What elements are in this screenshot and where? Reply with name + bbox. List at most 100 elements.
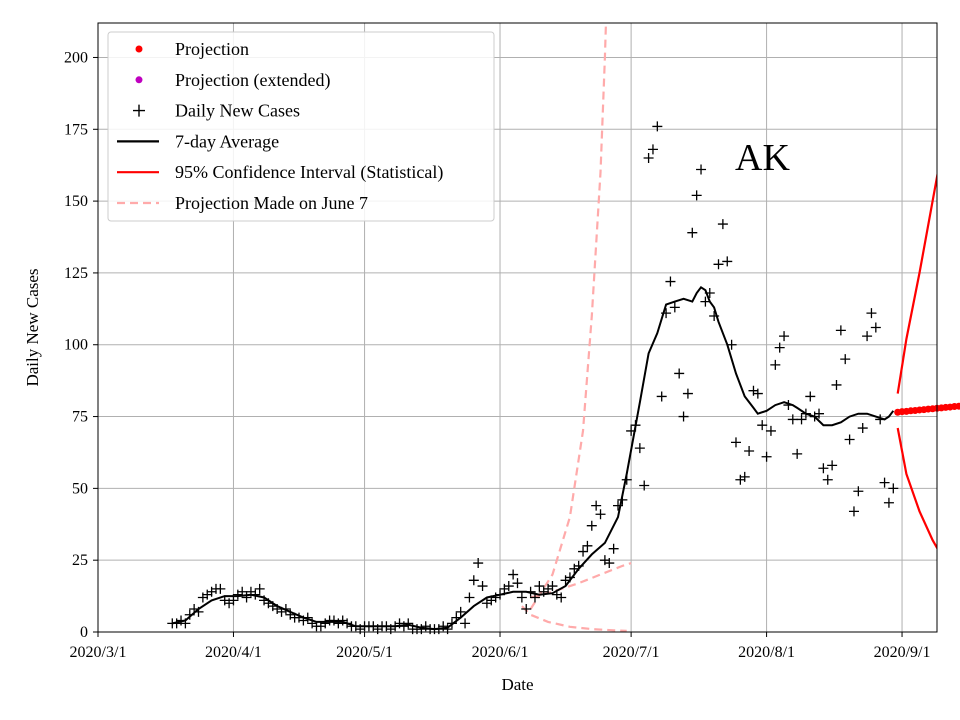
legend-projection-label: Projection <box>175 39 249 59</box>
daily-case-point <box>853 486 864 497</box>
x-tick-label: 2020/3/1 <box>70 644 127 661</box>
daily-case-point <box>556 592 567 603</box>
daily-case-point <box>582 540 593 551</box>
daily-case-point <box>455 606 466 617</box>
daily-case-point <box>726 339 737 350</box>
y-tick-label: 175 <box>64 121 88 138</box>
daily-case-point <box>451 612 462 623</box>
y-tick-label: 0 <box>80 624 88 641</box>
y-tick-label: 25 <box>72 552 88 569</box>
daily-case-point <box>744 446 755 457</box>
ci-upper-line <box>896 170 937 394</box>
daily-case-point <box>237 586 248 597</box>
daily-case-point <box>844 434 855 445</box>
projection-layer <box>894 402 960 416</box>
daily-case-point <box>512 578 523 589</box>
daily-case-point <box>578 546 589 557</box>
daily-case-point <box>862 331 873 342</box>
legend-daily-label: Daily New Cases <box>175 101 300 121</box>
daily-case-point <box>647 144 658 155</box>
daily-case-point <box>652 121 663 132</box>
daily-case-point <box>875 414 886 425</box>
daily-case-point <box>835 325 846 336</box>
daily-case-point <box>883 497 894 508</box>
plot-frame <box>97 22 938 633</box>
y-tick-label: 125 <box>64 265 88 282</box>
daily-case-point <box>730 437 741 448</box>
daily-case-point <box>564 572 575 583</box>
daily-case-point <box>691 190 702 201</box>
june7-lower-line <box>521 605 627 632</box>
daily-case-point <box>634 443 645 454</box>
daily-case-point <box>595 509 606 520</box>
daily-case-point <box>700 296 711 307</box>
daily-case-point <box>547 581 558 592</box>
daily-case-point <box>687 227 698 238</box>
daily-case-point <box>800 408 811 419</box>
daily-case-point <box>280 604 291 615</box>
y-tick-label: 75 <box>72 409 88 426</box>
daily-case-point <box>665 276 676 287</box>
daily-case-point <box>818 463 829 474</box>
seven-day-average-line <box>172 285 895 631</box>
daily-case-point <box>682 388 693 399</box>
x-tick-label: 2020/6/1 <box>472 644 529 661</box>
seven-day-average-layer <box>172 285 895 631</box>
x-tick-label: 2020/8/1 <box>738 644 795 661</box>
daily-case-point <box>888 483 899 494</box>
x-axis-label: Date <box>501 675 533 694</box>
daily-case-point <box>626 425 637 436</box>
y-tick-label: 100 <box>64 337 88 354</box>
x-tick-label: 2020/4/1 <box>205 644 262 661</box>
daily-case-point <box>765 425 776 436</box>
daily-case-point <box>857 423 868 434</box>
daily-case-point <box>508 569 519 580</box>
daily-case-point <box>477 581 488 592</box>
daily-case-point <box>180 618 191 629</box>
daily-case-point <box>796 414 807 425</box>
daily-case-point <box>814 408 825 419</box>
daily-cases-layer <box>167 121 899 635</box>
daily-case-point <box>822 474 833 485</box>
y-axis-ticks: 0 25 50 75 100 125 150 175 200 <box>64 49 98 641</box>
projection-point <box>955 402 960 410</box>
x-tick-label: 2020/5/1 <box>336 644 393 661</box>
daily-case-point <box>704 288 715 299</box>
daily-case-point <box>193 606 204 617</box>
daily-case-point <box>717 219 728 230</box>
legend-projection_ext-label: Projection (extended) <box>175 70 330 91</box>
daily-case-point <box>787 414 798 425</box>
daily-case-point <box>241 592 252 603</box>
daily-case-point <box>840 354 851 365</box>
daily-case-point <box>525 586 536 597</box>
june7-projection-layer <box>521 23 632 632</box>
daily-case-point <box>302 612 313 623</box>
daily-case-point <box>639 480 650 491</box>
daily-case-point <box>866 308 877 319</box>
y-tick-label: 150 <box>64 193 88 210</box>
daily-case-point <box>254 583 265 594</box>
daily-case-point <box>696 164 707 175</box>
daily-case-point <box>669 302 680 313</box>
daily-case-point <box>879 477 890 488</box>
legend-projection-marker <box>135 45 143 53</box>
daily-case-point <box>464 592 475 603</box>
daily-case-point <box>604 558 615 569</box>
daily-case-point <box>630 420 641 431</box>
june7-upper-line <box>529 23 608 610</box>
y-tick-label: 50 <box>72 480 88 497</box>
daily-case-point <box>713 259 724 270</box>
legend-avg-label: 7-day Average <box>175 131 279 151</box>
daily-case-point <box>621 474 632 485</box>
daily-case-point <box>783 400 794 411</box>
daily-case-point <box>573 560 584 571</box>
daily-case-point <box>770 359 781 370</box>
ci-lower-line <box>896 427 937 551</box>
daily-case-point <box>643 153 654 164</box>
daily-case-point <box>827 460 838 471</box>
state-annotation: AK <box>735 137 790 179</box>
daily-case-point <box>761 451 772 462</box>
legend: Projection Projection (extended) Daily New… <box>107 31 495 222</box>
daily-case-point <box>534 581 545 592</box>
